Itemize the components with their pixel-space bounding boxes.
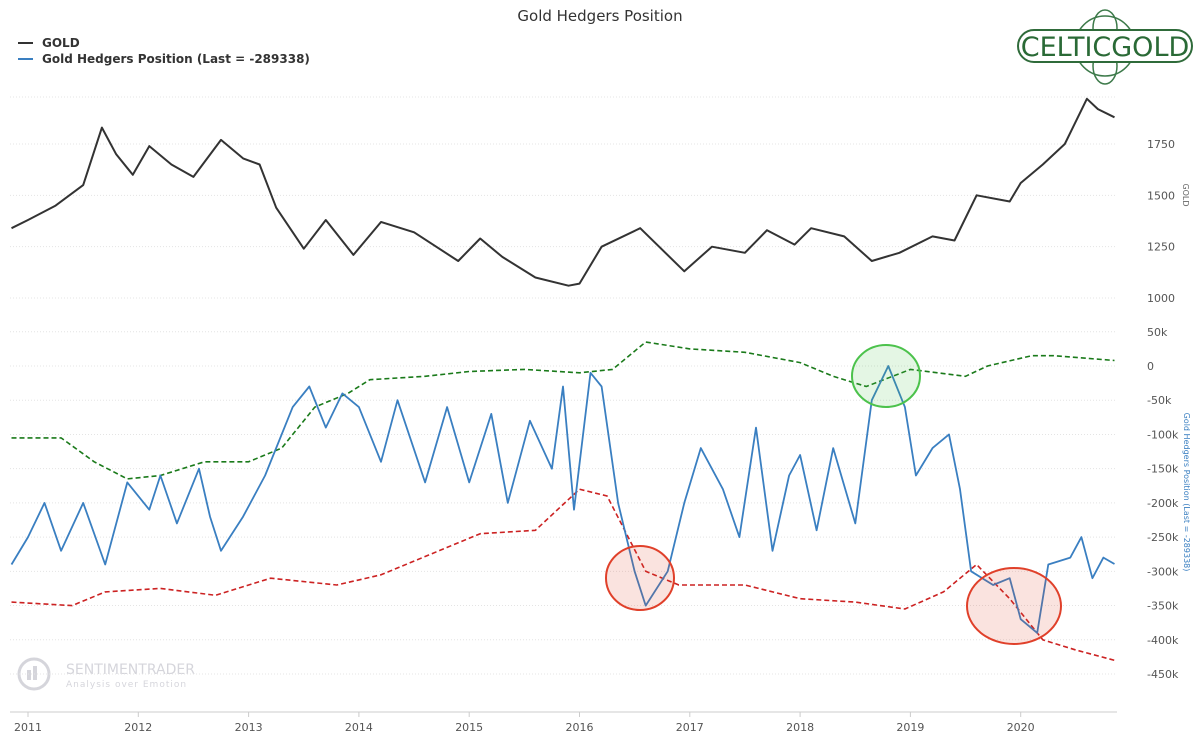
gold-price-line: [11, 97, 1115, 287]
y-tick-label: -50k: [1147, 394, 1172, 407]
highlight-circle: [605, 545, 675, 611]
x-tick-label: 2016: [566, 721, 594, 734]
y-tick-label: -150k: [1147, 463, 1179, 476]
y-tick-label: -300k: [1147, 565, 1179, 578]
y-tick-label: -350k: [1147, 600, 1179, 613]
watermark-tagline: Analysis over Emotion: [66, 680, 187, 690]
legend-label: GOLD: [42, 36, 80, 50]
y-tick-label: 0: [1147, 360, 1154, 373]
x-tick-label: 2012: [124, 721, 152, 734]
legend-hedgers[interactable]: Gold Hedgers Position (Last = -289338): [18, 52, 310, 66]
legend-label: Gold Hedgers Position (Last = -289338): [42, 52, 310, 66]
y-tick-label: -250k: [1147, 531, 1179, 544]
y-axis-label: Gold Hedgers Position (Last = -289338): [1182, 413, 1191, 572]
x-tick-label: 2011: [14, 721, 42, 734]
x-tick-label: 2015: [455, 721, 483, 734]
y-axis-label: GOLD: [1181, 183, 1190, 206]
x-tick-label: 2013: [235, 721, 263, 734]
upper-band-line: [11, 341, 1115, 480]
y-tick-label: 1500: [1147, 189, 1175, 202]
y-tick-label: -200k: [1147, 497, 1179, 510]
y-tick-label: 1750: [1147, 138, 1175, 151]
x-tick-label: 2019: [896, 721, 924, 734]
y-tick-label: -450k: [1147, 668, 1179, 681]
y-tick-label: 1000: [1147, 292, 1175, 305]
watermark-name: SENTIMENTRADER: [66, 662, 195, 678]
lower-band-line: [11, 488, 1115, 662]
hedgers-position-line: [10, 365, 1115, 634]
y-tick-label: 1250: [1147, 241, 1175, 254]
highlight-circle: [966, 567, 1062, 645]
y-tick-label: -400k: [1147, 634, 1179, 647]
logo-text: CELTICGOLD: [1021, 32, 1190, 63]
y-tick-label: 50k: [1147, 326, 1168, 339]
x-tick-label: 2020: [1007, 721, 1035, 734]
x-tick-label: 2018: [786, 721, 814, 734]
x-tick-label: 2017: [676, 721, 704, 734]
legend-gold[interactable]: GOLD: [18, 36, 80, 50]
y-tick-label: -100k: [1147, 428, 1179, 441]
highlight-circle: [851, 344, 921, 408]
chart-title: Gold Hedgers Position: [517, 7, 683, 25]
x-tick-label: 2014: [345, 721, 373, 734]
celticgold-logo: CELTICGOLD: [1017, 9, 1193, 85]
